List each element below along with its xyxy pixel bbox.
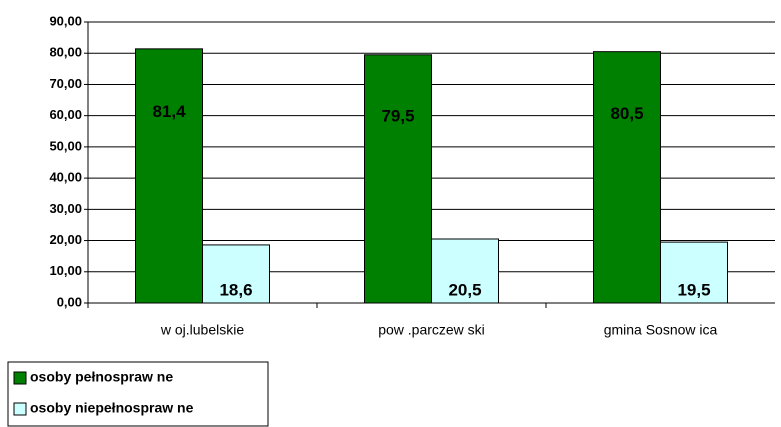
y-tick-label: 70,00 [49, 76, 82, 91]
bar [660, 241, 728, 304]
y-tick-label: 80,00 [49, 45, 82, 60]
y-tick-label: 30,00 [49, 201, 82, 216]
x-tick-label: w oj.lubelskie [160, 322, 244, 338]
legend-label: osoby niepełnospraw ne [30, 400, 194, 416]
value-label: 19,5 [677, 280, 710, 299]
bar [364, 54, 432, 304]
value-label: 20,5 [448, 280, 481, 299]
y-tick-label: 20,00 [49, 232, 82, 247]
legend-swatch [13, 371, 27, 385]
y-tick-label: 0,00 [57, 294, 82, 309]
bar [593, 51, 661, 304]
y-tick-label: 60,00 [49, 107, 82, 122]
legend-swatch [13, 402, 27, 416]
value-label: 81,4 [152, 102, 186, 121]
value-label: 80,5 [610, 104, 643, 123]
x-tick-label: pow .parczew ski [378, 322, 485, 338]
y-tick-label: 10,00 [49, 263, 82, 278]
bar [202, 244, 270, 304]
x-tick-label: gmina Sosnow ica [604, 322, 718, 338]
value-label: 79,5 [381, 106, 414, 125]
y-tick-label: 40,00 [49, 170, 82, 185]
value-label: 18,6 [219, 280, 252, 299]
bar [431, 238, 499, 304]
legend-label: osoby pełnospraw ne [30, 369, 173, 385]
legend-box [7, 361, 269, 427]
y-tick-label: 90,00 [49, 13, 82, 28]
bar [135, 48, 203, 304]
y-tick-label: 50,00 [49, 138, 82, 153]
